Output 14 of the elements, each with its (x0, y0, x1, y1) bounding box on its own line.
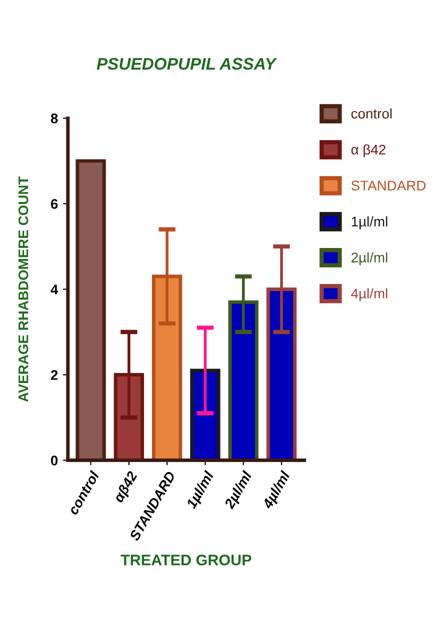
y-tick-label: 0 (50, 456, 58, 466)
legend-label: control (351, 108, 392, 119)
legend-label: 2µl/ml (352, 252, 388, 266)
y-tick-label: 4 (50, 284, 58, 294)
legend-label: α β42 (351, 144, 386, 158)
legend-label: STANDARD (351, 180, 426, 191)
x-axis-title: TREATED GROUP (120, 554, 252, 566)
legend-label: 4µl/ml (351, 288, 388, 302)
y-tick-label: 2 (50, 370, 58, 380)
y-axis-title: AVERAGE RHABDOMERE COUNT (18, 176, 28, 402)
legend-label: 1µl/ml (352, 216, 388, 230)
y-tick-label: 6 (50, 199, 58, 209)
y-tick-label: 8 (50, 114, 58, 124)
chart-title: PSUEDOPUPIL ASSAY (96, 58, 278, 70)
